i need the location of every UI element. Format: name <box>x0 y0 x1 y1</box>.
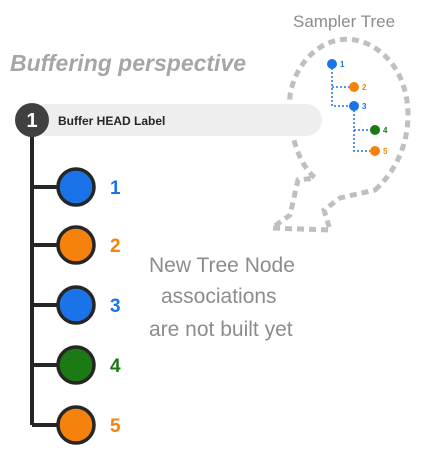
sampler-node-1 <box>327 59 337 69</box>
tree-node-label-2: 2 <box>110 236 121 257</box>
sampler-connectors <box>331 64 370 152</box>
sampler-bubble <box>264 36 411 233</box>
tree-node-label-4: 4 <box>110 356 121 377</box>
head-label: Buffer HEAD Label <box>58 114 165 128</box>
note-line-1: New Tree Node <box>149 254 295 277</box>
sampler-node-label-3: 3 <box>362 102 367 111</box>
tree-node-2 <box>56 225 96 265</box>
sampler-node-4 <box>370 125 380 135</box>
sampler-node-label-1: 1 <box>340 60 345 69</box>
sampler-nodes: 1 2 3 4 5 <box>327 59 388 156</box>
sampler-node-2 <box>349 82 359 92</box>
note-line-2: associations <box>161 285 277 308</box>
tree-node-label-1: 1 <box>110 178 121 199</box>
sampler-node-label-5: 5 <box>383 147 388 156</box>
tree-node-3 <box>56 285 96 325</box>
perspective-title: Buffering perspective <box>10 50 246 76</box>
sampler-node-5 <box>370 146 380 156</box>
note-line-3: are not built yet <box>149 318 293 341</box>
sampler-node-label-4: 4 <box>383 126 388 135</box>
sampler-node-label-2: 2 <box>362 83 367 92</box>
tree-node-label-3: 3 <box>110 296 121 317</box>
sampler-node-3 <box>349 101 359 111</box>
head-node <box>15 103 49 137</box>
tree-nodes: 1 2 3 4 5 <box>32 167 121 445</box>
tree-node-1 <box>56 167 96 207</box>
tree-node-4 <box>56 345 96 385</box>
tree-node-label-5: 5 <box>110 416 121 437</box>
head-label-bar <box>30 104 322 136</box>
head-node-number: 1 <box>26 110 37 132</box>
tree-node-5 <box>56 405 96 445</box>
sampler-tree-title: Sampler Tree <box>293 12 395 31</box>
